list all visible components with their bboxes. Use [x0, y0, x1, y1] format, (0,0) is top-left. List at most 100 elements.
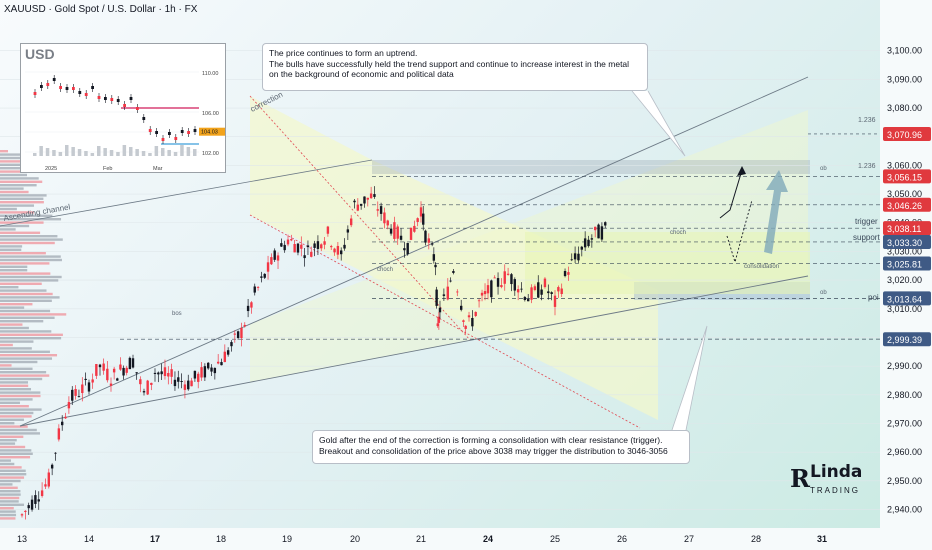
- inset-volume-bar: [45, 148, 50, 156]
- time-tick-label: 24: [483, 534, 493, 544]
- inset-volume-bar: [71, 147, 75, 156]
- candle-body-up: [419, 207, 423, 217]
- candle-body-up: [506, 273, 510, 275]
- volume-profile-bar: [0, 241, 55, 245]
- candle-body-down: [187, 380, 190, 390]
- candle-body-down: [77, 396, 81, 397]
- volume-profile-bar: [0, 170, 25, 173]
- candle-body-up: [64, 416, 67, 419]
- time-tick-label: 19: [282, 534, 292, 544]
- volume-profile-bar: [0, 394, 41, 398]
- price-badge-resistance: [883, 197, 931, 212]
- inset-volume-bar: [65, 145, 69, 156]
- price-badge-resistance: [883, 126, 931, 141]
- candle-body-up: [276, 255, 280, 261]
- candle-body-down: [61, 421, 64, 426]
- candle-body-up: [477, 300, 481, 302]
- price-tick-label: 2,940.00: [887, 505, 922, 515]
- candle-body-up: [462, 320, 465, 322]
- candle-body-up: [243, 324, 246, 327]
- price-badge-support: [883, 332, 931, 347]
- candle-body-down: [577, 253, 580, 261]
- volume-profile-bar: [0, 364, 12, 367]
- candle-body-down: [527, 299, 530, 302]
- candle-body-up: [240, 327, 243, 339]
- poi-label: poi: [868, 293, 879, 302]
- volume-profile-bar: [0, 337, 62, 340]
- alternative-path: [726, 199, 753, 264]
- volume-profile-bar: [0, 306, 25, 309]
- inset-candle-body: [52, 78, 56, 81]
- price-badge-label: 3,025.81: [887, 259, 922, 269]
- inset-candle-body: [168, 132, 171, 135]
- volume-profile-bar: [0, 507, 14, 510]
- volume-profile-bar: [0, 299, 52, 302]
- candle-body-up: [323, 241, 326, 245]
- volume-profile-bar: [0, 517, 16, 520]
- volume-profile-bar: [0, 207, 17, 211]
- volume-profile-bar: [0, 422, 15, 425]
- inset-candle-body: [91, 86, 94, 89]
- bottom-note: Gold after the end of the correction is …: [312, 430, 690, 464]
- candle-body-down: [340, 250, 343, 255]
- candle-body-down: [203, 366, 207, 378]
- volume-profile-bar: [0, 425, 28, 428]
- volume-profile-bar: [0, 496, 20, 500]
- projection-arrow-head: [737, 166, 746, 176]
- top-note-line-3: on the background of economic and politi…: [269, 69, 454, 79]
- candle-body-up: [300, 244, 303, 249]
- candle-body-down: [343, 244, 346, 249]
- candle-body-down: [71, 389, 74, 401]
- volume-profile-bar: [0, 272, 51, 275]
- candle-body-down: [273, 250, 276, 260]
- candle-body-down: [230, 342, 233, 347]
- fib-upper-label: 1.236: [858, 117, 876, 124]
- candle-body-up: [200, 367, 203, 378]
- inset-candle-body: [46, 83, 50, 86]
- ob-upper-label: ob: [820, 166, 827, 172]
- candle-body-down: [346, 229, 350, 233]
- time-tick-label: 21: [416, 534, 426, 544]
- candle-body-down: [207, 362, 210, 369]
- projection-path: [719, 169, 743, 219]
- candle-body-down: [442, 294, 446, 296]
- volume-profile-bar: [0, 156, 34, 160]
- candle-body-down: [471, 317, 474, 327]
- candle-body-up: [503, 271, 506, 284]
- candle-body-down: [353, 200, 356, 203]
- candle-body-up: [286, 239, 290, 245]
- candle-body-down: [263, 273, 266, 278]
- candle-body-down: [520, 288, 523, 290]
- candle-body-up: [256, 287, 260, 288]
- candle-body-down: [306, 245, 310, 248]
- candle-body-up: [223, 351, 227, 363]
- candle-body-down: [220, 362, 223, 366]
- candle-body-up: [40, 490, 44, 496]
- candle-body-up: [320, 244, 323, 249]
- volume-profile-bar: [0, 262, 50, 265]
- volume-profile-bar: [0, 320, 44, 323]
- candle-body-up: [474, 311, 477, 316]
- volume-profile-bar: [0, 245, 23, 248]
- candle-body-down: [600, 226, 604, 240]
- candle-body-up: [557, 287, 560, 292]
- time-tick-label: 28: [751, 534, 761, 544]
- price-tick-label: 3,020.00: [887, 275, 922, 285]
- logo-mark: R: [790, 464, 810, 493]
- inset-volume-bar: [52, 150, 56, 156]
- volume-profile-bar: [0, 357, 53, 360]
- volume-profile-bar: [0, 326, 29, 330]
- volume-profile-bar: [0, 279, 59, 282]
- candle-body-down: [379, 206, 383, 214]
- inset-candle-body: [136, 107, 139, 110]
- candle-body-down: [87, 382, 91, 392]
- candle-body-up: [47, 472, 50, 487]
- volume-profile-bar: [0, 466, 22, 469]
- candle-body-down: [283, 244, 286, 251]
- candle-body-down: [580, 246, 583, 250]
- candle-body-down: [128, 357, 132, 370]
- volume-profile-bar: [0, 418, 24, 421]
- candle-body-down: [430, 243, 434, 245]
- candle-body-down: [563, 271, 567, 277]
